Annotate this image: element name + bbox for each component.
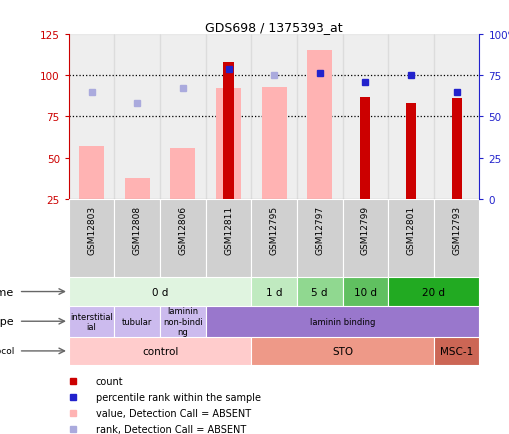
Text: time: time: [0, 287, 14, 297]
Text: laminin binding: laminin binding: [309, 317, 375, 326]
Bar: [160, 35, 205, 200]
FancyBboxPatch shape: [69, 337, 251, 365]
Bar: [360, 97, 370, 200]
Text: 0 d: 0 d: [152, 287, 168, 297]
FancyBboxPatch shape: [69, 200, 114, 278]
FancyBboxPatch shape: [160, 306, 205, 337]
Bar: [69, 35, 114, 200]
Text: GSM12793: GSM12793: [451, 206, 460, 255]
Text: rank, Detection Call = ABSENT: rank, Detection Call = ABSENT: [95, 424, 245, 434]
FancyBboxPatch shape: [251, 200, 296, 278]
Text: control: control: [142, 346, 178, 356]
Bar: [205, 35, 251, 200]
Text: GSM12801: GSM12801: [406, 206, 415, 255]
Bar: [170, 148, 195, 200]
Text: interstitial
ial: interstitial ial: [70, 312, 113, 331]
FancyBboxPatch shape: [296, 278, 342, 306]
Bar: [261, 88, 286, 200]
Text: count: count: [95, 376, 123, 386]
FancyBboxPatch shape: [433, 200, 478, 278]
Text: tubular: tubular: [122, 317, 152, 326]
Text: laminin
non-bindi
ng: laminin non-bindi ng: [163, 306, 203, 336]
Bar: [387, 35, 433, 200]
Text: STO: STO: [331, 346, 352, 356]
FancyBboxPatch shape: [69, 278, 251, 306]
Text: MSC-1: MSC-1: [439, 346, 472, 356]
Bar: [296, 35, 342, 200]
FancyBboxPatch shape: [114, 200, 160, 278]
Text: value, Detection Call = ABSENT: value, Detection Call = ABSENT: [95, 408, 250, 418]
Text: GSM12797: GSM12797: [315, 206, 324, 255]
Text: GSM12806: GSM12806: [178, 206, 187, 255]
Text: GSM12811: GSM12811: [223, 206, 233, 255]
Text: 10 d: 10 d: [353, 287, 376, 297]
FancyBboxPatch shape: [114, 306, 160, 337]
FancyBboxPatch shape: [251, 337, 433, 365]
Bar: [251, 35, 296, 200]
Text: GSM12808: GSM12808: [132, 206, 142, 255]
Text: cell type: cell type: [0, 316, 14, 326]
FancyBboxPatch shape: [342, 278, 387, 306]
FancyBboxPatch shape: [251, 278, 296, 306]
FancyBboxPatch shape: [342, 200, 387, 278]
Bar: [342, 35, 387, 200]
FancyBboxPatch shape: [205, 200, 251, 278]
Bar: [223, 63, 233, 200]
Bar: [215, 89, 241, 200]
FancyBboxPatch shape: [387, 200, 433, 278]
FancyBboxPatch shape: [205, 306, 478, 337]
Bar: [79, 147, 104, 200]
Text: 1 d: 1 d: [265, 287, 282, 297]
Bar: [433, 35, 478, 200]
FancyBboxPatch shape: [387, 278, 478, 306]
Bar: [306, 51, 332, 200]
Text: GSM12799: GSM12799: [360, 206, 369, 255]
FancyBboxPatch shape: [296, 200, 342, 278]
Text: 20 d: 20 d: [421, 287, 444, 297]
Text: percentile rank within the sample: percentile rank within the sample: [95, 392, 260, 402]
FancyBboxPatch shape: [433, 337, 478, 365]
Text: GSM12803: GSM12803: [87, 206, 96, 255]
Bar: [405, 104, 415, 200]
Text: GSM12795: GSM12795: [269, 206, 278, 255]
FancyBboxPatch shape: [160, 200, 205, 278]
Bar: [125, 178, 150, 200]
Bar: [450, 99, 461, 200]
Bar: [114, 35, 160, 200]
Title: GDS698 / 1375393_at: GDS698 / 1375393_at: [205, 20, 342, 33]
Text: 5 d: 5 d: [311, 287, 327, 297]
FancyBboxPatch shape: [69, 306, 114, 337]
Text: growth protocol: growth protocol: [0, 347, 14, 355]
